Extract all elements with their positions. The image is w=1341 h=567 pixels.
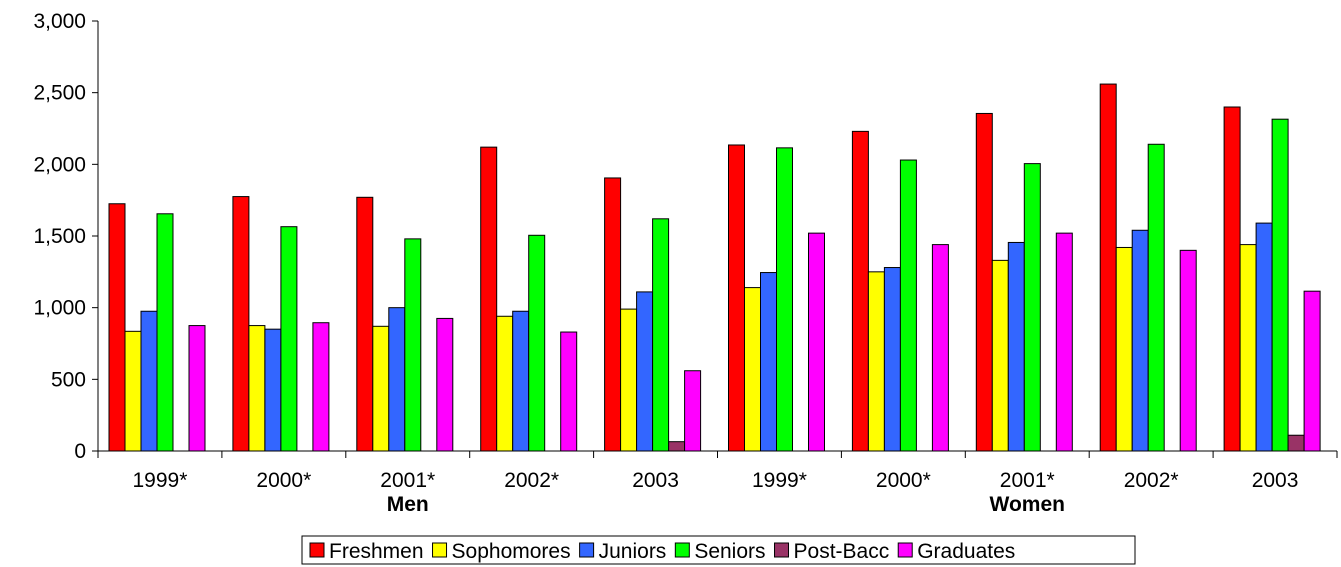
bar-sophomores bbox=[1115, 246, 1133, 452]
legend-label: Juniors bbox=[599, 540, 667, 563]
bar-graduates bbox=[188, 325, 206, 452]
legend-swatch bbox=[432, 542, 448, 558]
bar-juniors bbox=[388, 307, 406, 452]
x-tick-label: 2003 bbox=[1252, 469, 1299, 492]
legend-swatch bbox=[579, 542, 595, 558]
bar-seniors bbox=[1147, 143, 1165, 452]
bar-graduates bbox=[1055, 232, 1073, 452]
y-tick-label: 2,000 bbox=[33, 153, 86, 176]
legend-swatch bbox=[897, 542, 913, 558]
bar-freshmen bbox=[728, 144, 745, 452]
bar-graduates bbox=[1179, 249, 1197, 452]
bar-freshmen bbox=[1223, 106, 1241, 452]
bar-freshmen bbox=[108, 203, 126, 452]
bar-graduates bbox=[684, 370, 702, 452]
x-tick-label: 2000* bbox=[256, 469, 311, 492]
bar-freshmen bbox=[604, 177, 622, 452]
legend-label: Graduates bbox=[917, 540, 1015, 563]
bar-post-bacc bbox=[1287, 434, 1305, 452]
bar-juniors bbox=[1131, 229, 1149, 452]
x-tick-label: 1999* bbox=[133, 469, 188, 492]
bar-freshmen bbox=[356, 196, 374, 452]
bar-juniors bbox=[760, 272, 777, 452]
x-tick-label: 1999* bbox=[752, 469, 807, 492]
bar-juniors bbox=[1007, 241, 1025, 452]
y-tick-label: 3,000 bbox=[33, 10, 86, 33]
legend-label: Seniors bbox=[694, 540, 765, 563]
bar-seniors bbox=[280, 226, 298, 452]
bar-juniors bbox=[140, 310, 158, 452]
x-tick-label: 2003 bbox=[632, 469, 679, 492]
bar-graduates bbox=[436, 317, 454, 452]
bar-juniors bbox=[883, 267, 901, 452]
legend-label: Freshmen bbox=[329, 540, 424, 563]
group-label: Women bbox=[990, 493, 1065, 516]
legend: Freshmen Sophomores Juniors Seniors Post-Bac… bbox=[301, 535, 1136, 565]
bars bbox=[108, 83, 1321, 452]
bar-juniors bbox=[264, 328, 282, 452]
bar-post-bacc bbox=[668, 441, 686, 452]
bar-freshmen bbox=[975, 112, 993, 452]
bar-graduates bbox=[560, 331, 578, 452]
bar-seniors bbox=[899, 159, 917, 452]
x-tick-label: 2001* bbox=[380, 469, 435, 492]
bar-sophomores bbox=[248, 325, 266, 452]
bar-sophomores bbox=[867, 271, 885, 452]
bar-sophomores bbox=[496, 315, 514, 452]
bar-seniors bbox=[404, 238, 422, 452]
bar-graduates bbox=[808, 232, 825, 452]
y-axis-ticks: 0 500 1,000 1,500 2,000 2,500 3,000 bbox=[33, 10, 98, 463]
legend-label: Post-Bacc bbox=[794, 540, 890, 563]
legend-swatch bbox=[309, 542, 325, 558]
y-tick-label: 1,000 bbox=[33, 297, 86, 320]
bar-graduates bbox=[1303, 290, 1321, 452]
bar-sophomores bbox=[620, 308, 638, 452]
bar-juniors bbox=[512, 310, 530, 452]
bar-seniors bbox=[776, 147, 793, 452]
bar-freshmen bbox=[851, 130, 869, 452]
bar-sophomores bbox=[372, 325, 390, 452]
bar-seniors bbox=[652, 218, 670, 452]
y-tick-label: 0 bbox=[74, 440, 86, 463]
bar-juniors bbox=[1255, 222, 1273, 452]
bar-freshmen bbox=[1099, 83, 1117, 452]
axes bbox=[97, 21, 1338, 458]
bar-graduates bbox=[931, 244, 949, 452]
legend-swatch bbox=[674, 542, 690, 558]
y-tick-label: 500 bbox=[51, 368, 86, 391]
bar-juniors bbox=[636, 291, 654, 452]
x-tick-label: 2002* bbox=[1124, 469, 1179, 492]
legend-swatch bbox=[774, 542, 790, 558]
legend-label: Sophomores bbox=[452, 540, 571, 563]
bar-sophomores bbox=[744, 287, 761, 452]
group-labels: Men Women bbox=[387, 493, 1065, 516]
bar-sophomores bbox=[991, 259, 1009, 452]
bar-graduates bbox=[312, 322, 330, 452]
bar-seniors bbox=[528, 234, 546, 452]
y-tick-label: 2,500 bbox=[33, 82, 86, 105]
bar-seniors bbox=[156, 213, 174, 452]
bar-freshmen bbox=[480, 146, 498, 452]
y-tick-label: 1,500 bbox=[33, 225, 86, 248]
x-tick-label: 2001* bbox=[1000, 469, 1055, 492]
bar-sophomores bbox=[124, 330, 142, 452]
bar-seniors bbox=[1023, 163, 1041, 452]
bar-freshmen bbox=[232, 196, 250, 452]
bar-seniors bbox=[1271, 118, 1289, 452]
group-label: Men bbox=[387, 493, 429, 516]
x-tick-label: 2000* bbox=[876, 469, 931, 492]
x-axis-labels: 1999* 2000* 2001* 2002* 2003 1999* 2000* 2001* 2… bbox=[133, 469, 1299, 492]
bar-sophomores bbox=[1239, 244, 1257, 452]
x-tick-label: 2002* bbox=[504, 469, 559, 492]
